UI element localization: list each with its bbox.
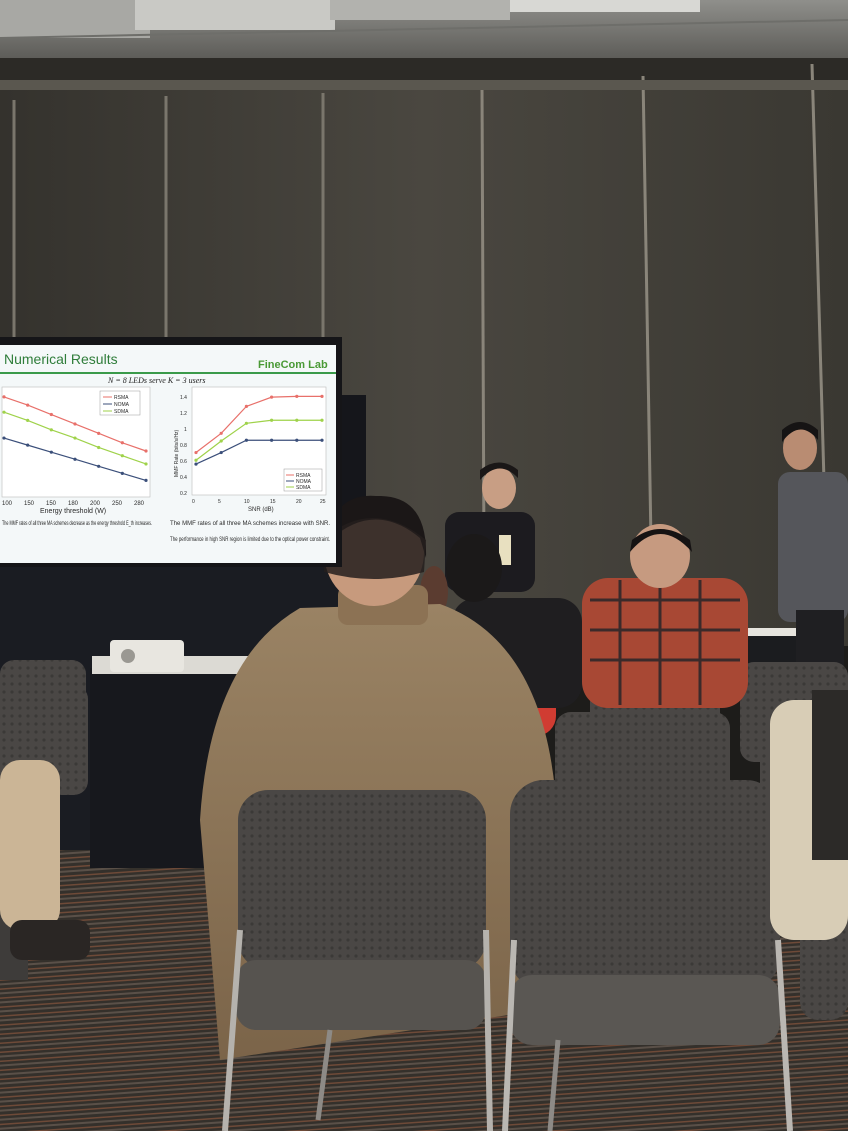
rightPlot-series-sdma — [195, 419, 322, 461]
leftPlot-point-rsma-0 — [2, 395, 6, 399]
right-xtick-4: 20 — [296, 499, 302, 505]
rightPlot-point-sdma-5 — [320, 418, 324, 422]
leftPlot-point-noma-0 — [2, 436, 6, 440]
audience-plaid-shirt — [582, 524, 748, 708]
right-yticks: 1.4 1.2 1 0.8 0.6 0.4 0.2 — [180, 395, 187, 497]
rightPlot-point-rsma-3 — [270, 395, 274, 399]
ceiling — [0, 0, 848, 88]
leftPlot-point-sdma-5 — [120, 454, 124, 458]
slide-charts: RSMA NOMA SDMA 100 150 150 180 200 250 2… — [1, 386, 330, 543]
left-xtick-6: 280 — [134, 501, 145, 507]
rightPlot-point-noma-4 — [295, 438, 299, 442]
rightPlot-point-noma-0 — [194, 462, 198, 466]
rightPlot-point-rsma-0 — [194, 450, 198, 455]
leftPlot-point-sdma-2 — [49, 428, 53, 432]
rightPlot-point-sdma-4 — [295, 418, 299, 422]
left-xtick-0: 100 — [2, 501, 13, 507]
rightPlot-series-noma — [195, 439, 322, 465]
right-ytick-1: 1.2 — [180, 411, 187, 417]
rightPlot-point-sdma-1 — [219, 439, 223, 443]
leftPlot-point-sdma-1 — [26, 418, 30, 423]
leftPlot-point-noma-3 — [73, 457, 77, 461]
rightPlot-point-noma-1 — [219, 450, 223, 455]
rightPlot-point-rsma-1 — [219, 431, 223, 435]
bullet-left: The MMF rates of all three MA schemes de… — [2, 520, 152, 527]
leftPlot-point-sdma-3 — [73, 436, 77, 440]
left-xlabel: Energy threshold (W) — [40, 508, 106, 515]
right-ytick-6: 0.2 — [180, 491, 187, 497]
right-ytick-0: 1.4 — [180, 395, 187, 401]
right-ylabel: MMF Rate (bits/s/Hz) — [174, 429, 180, 477]
right-ytick-4: 0.6 — [180, 459, 187, 465]
presenter-right — [778, 422, 848, 670]
left-xticks: 100 150 150 180 200 250 280 — [2, 501, 145, 507]
audience-right-edge — [770, 690, 848, 940]
right-legend: RSMA NOMA SDMA — [283, 468, 323, 492]
right-ytick-5: 0.4 — [180, 475, 187, 481]
left-legend: RSMA NOMA SDMA — [99, 390, 141, 416]
slide-logo: FineCom Lab — [258, 359, 328, 371]
rightPlot-point-rsma-2 — [244, 404, 248, 408]
projector — [110, 640, 184, 672]
right-xticks: 0 5 10 15 20 25 — [192, 499, 326, 505]
leftPlot-point-rsma-3 — [73, 422, 77, 426]
right-xtick-2: 10 — [244, 499, 250, 505]
rightPlot-point-noma-3 — [270, 438, 274, 442]
left-legend-rsma: RSMA — [114, 395, 129, 401]
rightPlot-point-noma-5 — [320, 438, 324, 442]
bullet-right-1: The MMF rates of all three MA schemes in… — [170, 521, 330, 527]
leftPlot-point-noma-4 — [97, 464, 101, 468]
rightPlot-series-rsma — [195, 395, 322, 454]
right-xlabel: SNR (dB) — [248, 507, 274, 513]
left-xtick-5: 250 — [112, 501, 123, 507]
left-legend-sdma: SDMA — [114, 409, 129, 415]
leftPlot-point-rsma-2 — [49, 412, 53, 417]
leftPlot-point-rsma-5 — [120, 441, 124, 445]
leftPlot-point-rsma-4 — [97, 431, 101, 435]
right-legend-noma: NOMA — [296, 479, 312, 485]
rightPlot-point-rsma-5 — [320, 394, 324, 398]
left-xtick-3: 180 — [68, 501, 79, 507]
leftPlot-point-noma-2 — [49, 450, 53, 454]
leftPlot-point-sdma-0 — [2, 410, 6, 414]
slide-title: Numerical Results — [4, 351, 118, 367]
slide-subtitle: N = 8 LEDs serve K = 3 users — [108, 376, 206, 385]
rightPlot-point-rsma-4 — [295, 394, 299, 398]
right-legend-rsma: RSMA — [296, 473, 311, 479]
leftPlot-point-rsma-1 — [26, 403, 30, 407]
left-legend-noma: NOMA — [114, 402, 130, 408]
leftPlot-point-sdma-6 — [144, 462, 148, 466]
leftPlot-point-sdma-4 — [97, 445, 101, 450]
right-xtick-0: 0 — [192, 499, 195, 505]
right-xtick-3: 15 — [270, 499, 276, 505]
left-chart: RSMA NOMA SDMA 100 150 150 180 200 250 2… — [1, 386, 151, 515]
left-xtick-2: 150 — [46, 501, 57, 507]
right-chart: 1.4 1.2 1 0.8 0.6 0.4 0.2 MMF Rate (bits… — [174, 386, 327, 513]
rightPlot-point-sdma-2 — [244, 421, 248, 425]
leftPlot-point-rsma-6 — [144, 449, 148, 453]
right-xtick-1: 5 — [218, 499, 221, 505]
left-xtick-4: 200 — [90, 501, 101, 507]
audience-left-legs — [0, 760, 90, 960]
leftPlot-point-noma-6 — [144, 478, 148, 483]
rightPlot-point-sdma-3 — [270, 418, 274, 422]
rightPlot-point-sdma-0 — [194, 458, 198, 462]
right-legend-sdma: SDMA — [296, 485, 311, 491]
slide: Numerical Results FineCom Lab N = 8 LEDs… — [0, 345, 336, 563]
right-ytick-2: 1 — [184, 427, 187, 433]
left-xtick-1: 150 — [24, 501, 35, 507]
slide-title-rule — [0, 372, 336, 374]
leftPlot-point-noma-1 — [26, 443, 30, 447]
leftPlot-point-noma-5 — [120, 471, 124, 475]
right-xtick-5: 25 — [320, 499, 326, 505]
rightPlot-point-noma-2 — [244, 438, 248, 442]
right-ytick-3: 0.8 — [180, 443, 187, 449]
bullet-right-2: The performance in high SNR region is li… — [170, 537, 330, 543]
